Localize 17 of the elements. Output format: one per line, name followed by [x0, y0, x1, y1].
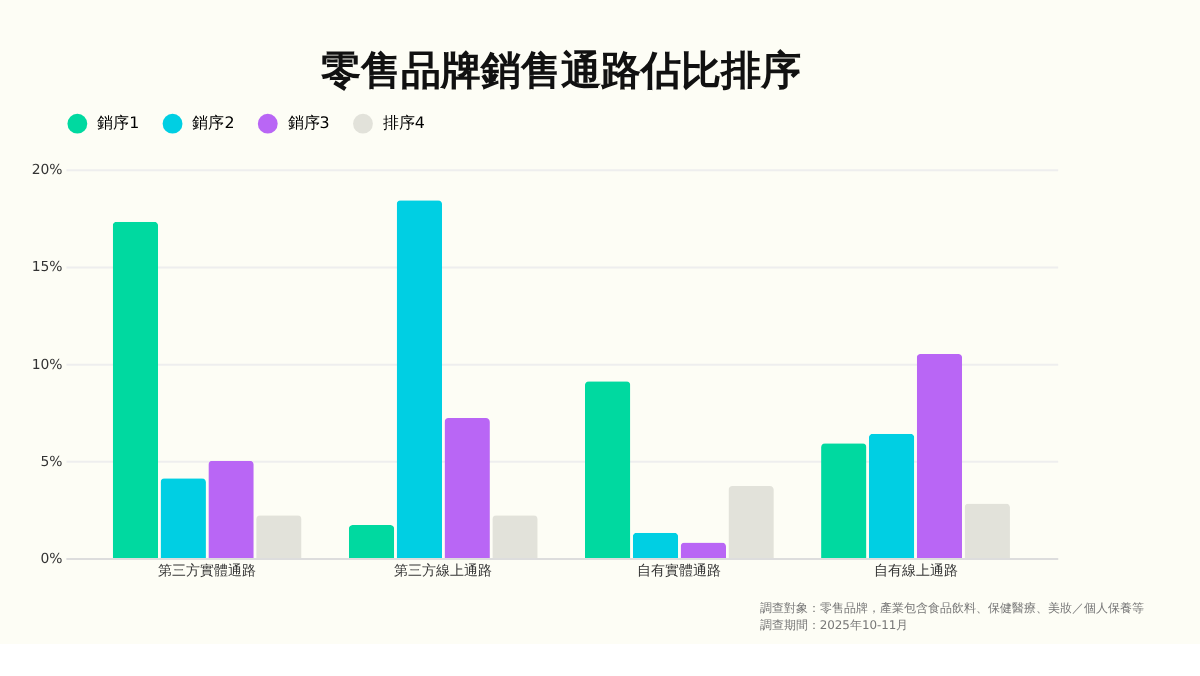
bar [160, 478, 206, 559]
bar [584, 381, 631, 559]
legend-label: 排序4 [382, 113, 425, 132]
bar [868, 433, 915, 559]
bar [821, 443, 867, 559]
chart-title: 零售品牌銷售通路佔比排序 [321, 47, 802, 94]
bar [348, 524, 395, 559]
bar [208, 460, 254, 559]
bar [680, 542, 727, 559]
bar [112, 221, 159, 559]
bar [396, 200, 443, 559]
bar [916, 353, 963, 559]
bar [444, 418, 490, 559]
legend-label: 銷序3 [287, 113, 330, 132]
bar [632, 532, 679, 559]
legend-label: 銷序1 [97, 113, 140, 132]
legend-label: 銷序2 [192, 113, 235, 132]
